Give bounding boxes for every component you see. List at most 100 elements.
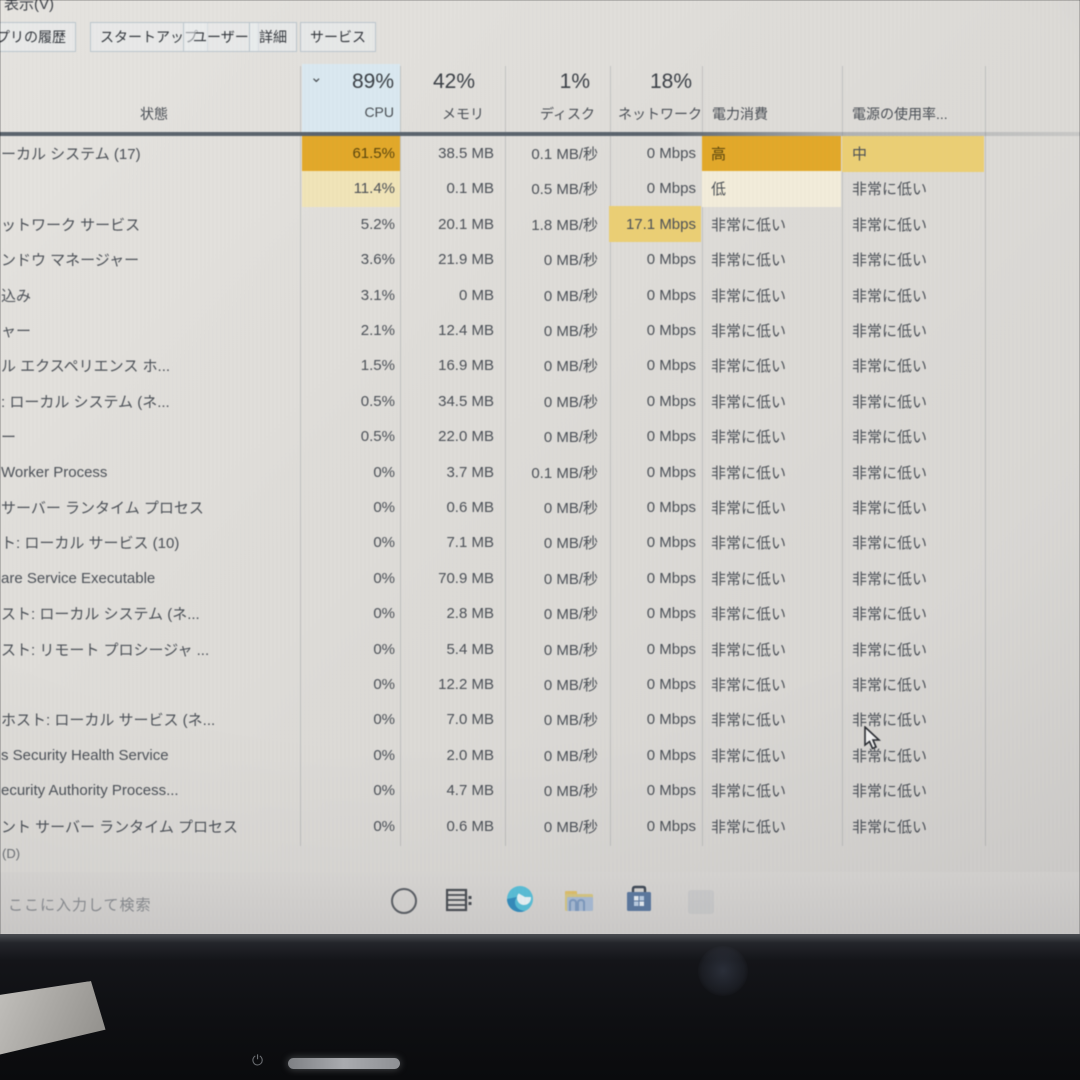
cpu-value: 0% — [373, 746, 395, 764]
column-header-power[interactable]: 電力消費 — [712, 106, 768, 122]
network-value: 17.1 Mbps — [609, 206, 701, 243]
disk-value: 0 MB/秒 — [543, 747, 598, 765]
power-trend-value: 中 — [842, 135, 984, 172]
column-header-network[interactable]: ネットワーク — [618, 106, 702, 122]
process-row[interactable]: ャー 2.1% 12.4 MB 0 MB/秒 0 Mbps 非常に低い 非常に低い — [0, 313, 1080, 349]
column-header-cpu[interactable]: CPU — [364, 104, 394, 120]
disk-value: 0 MB/秒 — [543, 535, 598, 553]
power-trend-value: 非常に低い — [852, 783, 928, 801]
network-value: 0 Mbps — [646, 180, 696, 198]
process-name: ホスト: ローカル サービス (ネ... — [1, 712, 216, 730]
power-trend-value: 非常に低い — [852, 323, 928, 340]
power-usage-value: 非常に低い — [711, 677, 787, 694]
process-name: ーカル システム (17) — [1, 146, 141, 163]
process-row[interactable]: ecurity Authority Process... 0% 4.7 MB 0 MB… — [0, 773, 1080, 809]
process-row[interactable]: ー 0.5% 22.0 MB 0 MB/秒 0 Mbps 非常に低い 非常に低い — [0, 419, 1080, 455]
process-row[interactable]: Worker Process 0% 3.7 MB 0.1 MB/秒 0 Mbps 非常に低… — [0, 454, 1080, 490]
file-explorer-icon[interactable] — [564, 887, 594, 918]
network-value: 0 Mbps — [646, 357, 696, 375]
faint-taskbar-icon[interactable] — [688, 890, 714, 914]
cpu-column-highlight — [302, 64, 400, 134]
disk-value: 0 MB/秒 — [543, 712, 598, 730]
network-value: 0 Mbps — [646, 534, 696, 552]
disk-value: 0.1 MB/秒 — [531, 464, 598, 482]
disk-value: 0.5 MB/秒 — [531, 181, 598, 199]
power-usage-value: 非常に低い — [711, 216, 787, 234]
process-name: スト: ローカル システム (ネ... — [1, 606, 200, 624]
process-row[interactable]: 込み 3.1% 0 MB 0 MB/秒 0 Mbps 非常に低い 非常に低い — [0, 277, 1080, 313]
memory-value: 16.9 MB — [438, 357, 494, 375]
process-row[interactable]: ットワーク サービス 5.2% 20.1 MB 1.8 MB/秒 17.1 Mbps 非常… — [0, 206, 1080, 243]
network-value: 0 Mbps — [646, 322, 696, 339]
cpu-value: 0% — [373, 711, 395, 729]
column-header-disk[interactable]: ディスク — [539, 106, 595, 122]
memory-value: 2.8 MB — [446, 605, 494, 623]
cpu-total-pct: 89% — [351, 70, 394, 93]
column-header-power-trend[interactable]: 電源の使用率... — [852, 106, 948, 122]
disk-value: 0 MB/秒 — [543, 393, 598, 411]
power-usage-value: 非常に低い — [711, 500, 787, 517]
process-row[interactable]: ホスト: ローカル サービス (ネ... 0% 7.0 MB 0 MB/秒 0 Mbps… — [0, 702, 1080, 738]
menu-view[interactable]: 表示(V) — [4, 0, 54, 13]
network-value: 0 Mbps — [646, 711, 696, 729]
process-row[interactable]: ント サーバー ランタイム プロセス 0% 0.6 MB 0 MB/秒 0 Mbps 非常… — [0, 808, 1080, 844]
memory-value: 2.0 MB — [446, 746, 494, 764]
cortana-icon[interactable] — [391, 888, 417, 914]
power-trend-value: 非常に低い — [852, 500, 928, 517]
column-header-status[interactable]: 状態 — [140, 106, 168, 122]
memory-value: 34.5 MB — [438, 392, 494, 410]
process-row[interactable]: s Security Health Service 0% 2.0 MB 0 MB/秒 0… — [0, 737, 1080, 773]
power-usage-value: 非常に低い — [711, 429, 787, 447]
process-row[interactable]: 11.4% 0.1 MB 0.5 MB/秒 0 Mbps 低非常に低い — [0, 170, 1080, 207]
cpu-value: 0% — [373, 676, 395, 693]
memory-value: 4.7 MB — [446, 782, 494, 800]
memory-value: 21.9 MB — [438, 251, 494, 269]
process-row[interactable]: ル エクスペリエンス ホ... 1.5% 16.9 MB 0 MB/秒 0 Mbps 非常… — [0, 348, 1080, 384]
network-value: 0 Mbps — [646, 145, 696, 162]
tab-3[interactable]: ユーザー — [183, 22, 259, 52]
process-row[interactable]: ーカル システム (17) 61.5% 38.5 MB 0.1 MB/秒 0 Mbps 高… — [0, 135, 1080, 172]
tab-5[interactable]: サービス — [300, 22, 376, 52]
power-usage-value: 非常に低い — [711, 570, 787, 588]
disk-total-pct: 1% — [559, 70, 590, 93]
power-usage-value: 非常に低い — [711, 783, 787, 801]
network-value: 0 Mbps — [646, 676, 696, 693]
edge-icon[interactable] — [505, 884, 535, 919]
fewer-details-button[interactable]: (D) — [2, 846, 21, 861]
network-total-pct: 18% — [649, 70, 692, 93]
power-usage-value: 非常に低い — [711, 393, 787, 411]
laptop-bezel: ⏻ — [0, 934, 1080, 1080]
cpu-value: 0% — [373, 782, 395, 800]
process-name: ャー — [1, 323, 32, 340]
sort-descending-icon[interactable]: ⌄ — [310, 69, 323, 86]
power-led-bar — [288, 1058, 400, 1069]
memory-value: 70.9 MB — [438, 569, 494, 587]
process-name: : ローカル システム (ネ... — [1, 393, 170, 411]
process-row[interactable]: 0% 12.2 MB 0 MB/秒 0 Mbps 非常に低い 非常に低い — [0, 667, 1080, 703]
disk-value: 0 MB/秒 — [543, 641, 598, 659]
process-row[interactable]: : ローカル システム (ネ... 0.5% 34.5 MB 0 MB/秒 0 Mbps… — [0, 383, 1080, 419]
power-trend-value: 非常に低い — [852, 287, 928, 305]
process-name: ー — [1, 429, 17, 447]
memory-value: 0.6 MB — [446, 499, 494, 516]
cpu-value: 0% — [373, 640, 395, 658]
power-usage-value: 非常に低い — [711, 358, 787, 376]
column-header-memory[interactable]: メモリ — [442, 106, 484, 122]
column-separator — [300, 66, 301, 846]
cpu-value: 0% — [373, 463, 395, 481]
task-view-icon[interactable] — [445, 888, 472, 917]
process-row[interactable]: are Service Executable 0% 70.9 MB 0 MB/秒 0 M… — [0, 560, 1080, 596]
process-row[interactable]: ンドウ マネージャー 3.6% 21.9 MB 0 MB/秒 0 Mbps 非常に低い 非常… — [0, 242, 1080, 278]
process-row[interactable]: ト: ローカル サービス (10) 0% 7.1 MB 0 MB/秒 0 Mbps 非常に… — [0, 525, 1080, 561]
store-icon[interactable] — [624, 884, 654, 919]
memory-value: 22.0 MB — [438, 428, 494, 446]
process-row[interactable]: スト: ローカル システム (ネ... 0% 2.8 MB 0 MB/秒 0 Mbps 非… — [0, 596, 1080, 632]
process-row[interactable]: スト: リモート プロシージャ ... 0% 5.4 MB 0 MB/秒 0 Mbps 非… — [0, 631, 1080, 667]
tab-4[interactable]: 詳細 — [249, 22, 297, 52]
power-trend-value: 非常に低い — [852, 641, 928, 659]
cpu-value: 0% — [373, 534, 395, 552]
process-row[interactable]: サーバー ランタイム プロセス 0% 0.6 MB 0 MB/秒 0 Mbps 非常に低い… — [0, 490, 1080, 526]
taskbar-search-input[interactable]: ここに入力して検索 — [8, 897, 152, 914]
tab-1[interactable]: プリの履歴 — [0, 22, 76, 52]
disk-value: 0 MB/秒 — [543, 252, 598, 270]
